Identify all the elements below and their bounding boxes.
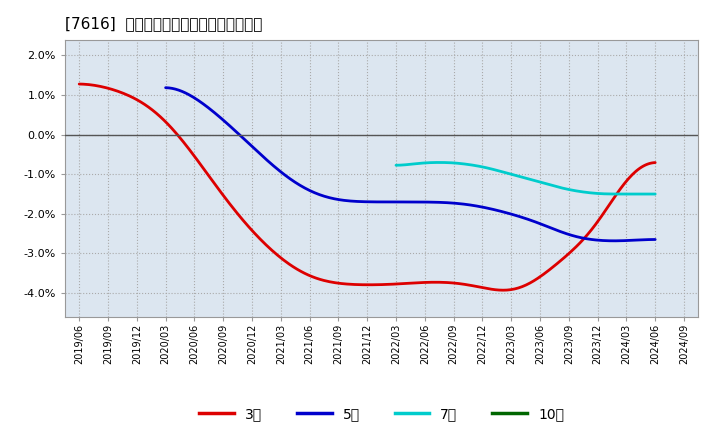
Legend: 3年, 5年, 7年, 10年: 3年, 5年, 7年, 10年 xyxy=(194,401,570,426)
Text: [7616]  経常利益マージンの平均値の推移: [7616] 経常利益マージンの平均値の推移 xyxy=(65,16,262,32)
